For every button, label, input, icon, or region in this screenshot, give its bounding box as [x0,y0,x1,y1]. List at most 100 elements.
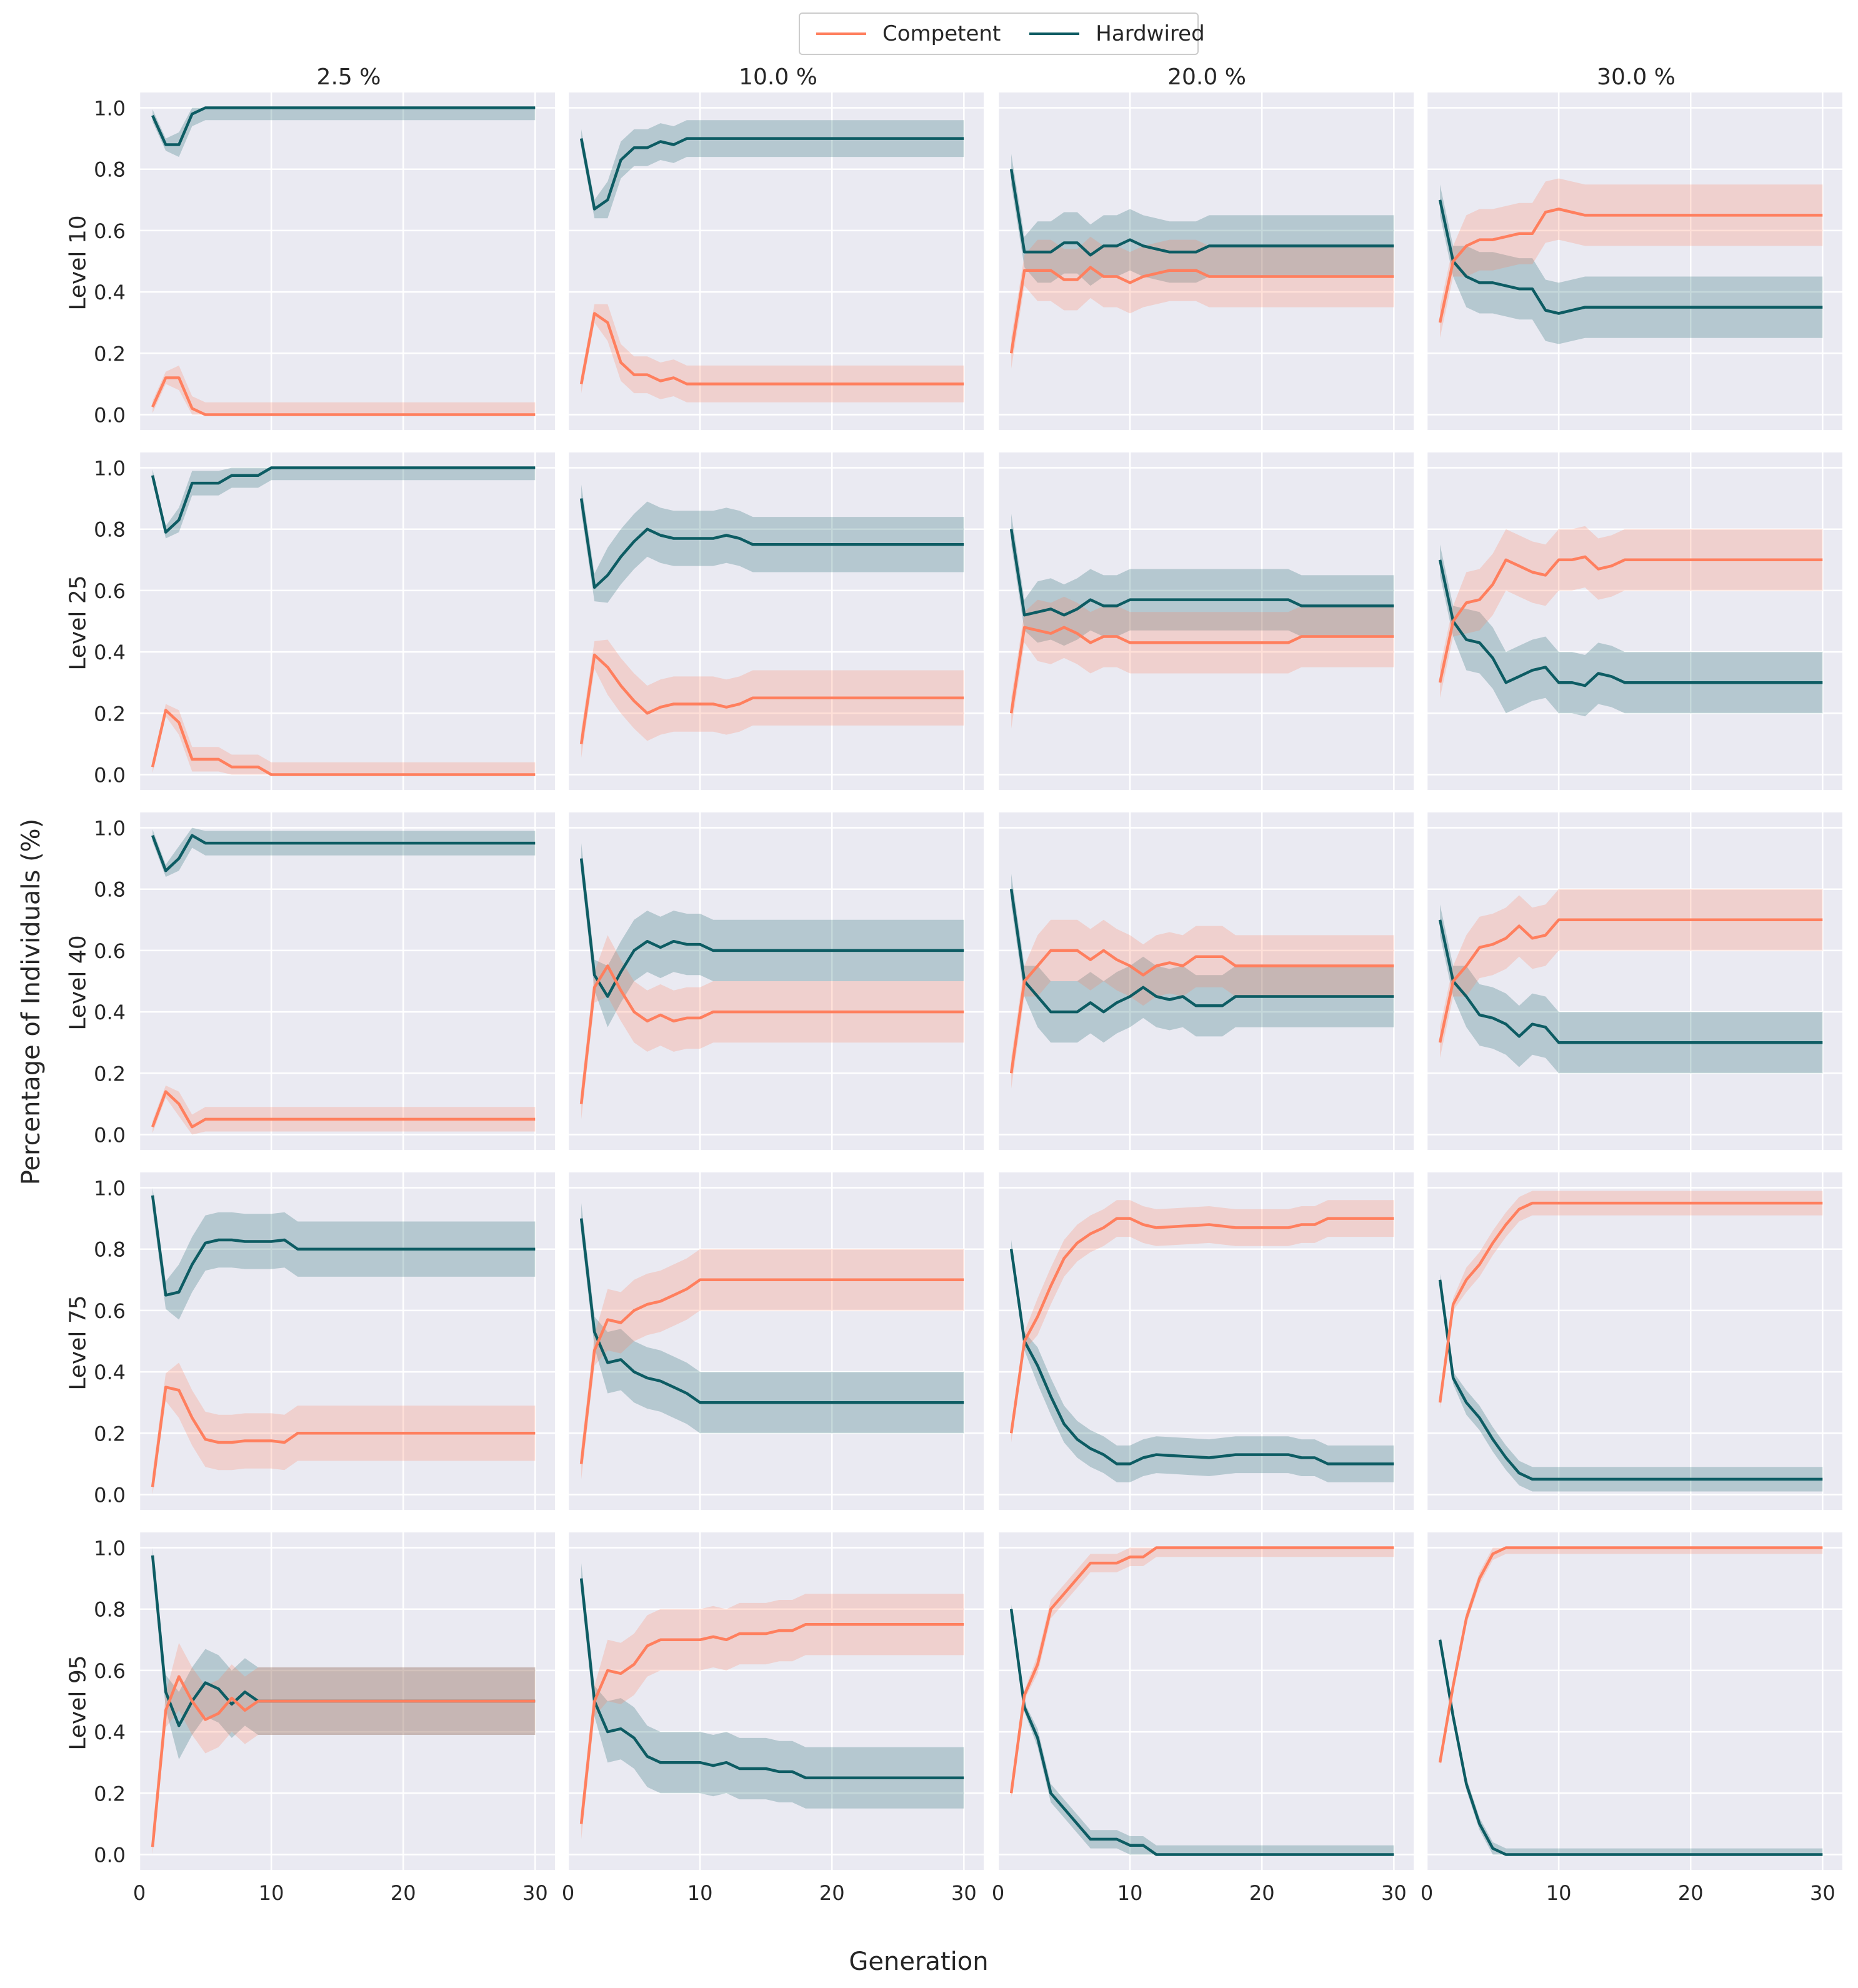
y-tick-label: 0.2 [94,702,126,726]
y-tick-label: 1.0 [94,457,126,481]
y-tick-label: 1.0 [94,97,126,121]
hardwired-line [1009,169,1394,257]
competent-line [151,709,536,776]
panel-background [998,812,1414,1150]
hardwired-band [152,827,536,877]
y-tick-label: 0.8 [94,878,126,902]
competent-band [152,365,536,415]
column-title-1: 2.5 % [316,64,381,90]
panel-background [1427,452,1842,790]
panel-background [139,452,555,790]
panel-background [998,1172,1414,1510]
panel-1-4 [1426,92,1842,430]
x-tick-label: 0 [133,1881,146,1905]
competent-line [1009,1546,1394,1794]
column-title-2: 10.0 % [739,64,817,90]
panel-background [1427,1532,1842,1870]
panel-3-4 [1426,812,1842,1150]
x-tick-label: 10 [259,1881,284,1905]
panel-background [568,452,984,790]
hardwired-band [1011,514,1394,646]
hardwired-line [1438,919,1823,1044]
legend-entry-hardwired: Hardwired [1029,21,1205,46]
legend-label-competent: Competent [882,21,1001,46]
legend-label-hardwired: Hardwired [1096,21,1205,46]
competent-band [1011,919,1394,1089]
hardwired-band [1440,184,1823,344]
competent-band [1440,178,1823,338]
panel-background [1427,812,1842,1150]
panel-background [998,92,1414,430]
hardwired-line [1009,1249,1394,1466]
y-tick-label: 0.6 [94,939,126,963]
panel-background [1427,92,1842,430]
competent-line [1009,626,1394,714]
competent-band [581,1249,964,1479]
competent-line [579,653,964,744]
row-label-5: Level 95 [65,1655,91,1751]
x-tick-label: 30 [1810,1881,1836,1905]
competent-band [1440,526,1823,698]
panel-2-2 [567,452,984,790]
y-tick-label: 0.6 [94,1299,126,1323]
competent-line [151,1090,536,1129]
panel-3-2 [567,812,984,1150]
y-tick-label: 0.0 [94,1843,126,1867]
competent-line [151,1675,536,1847]
hardwired-band [581,843,964,1027]
panel-4-2 [567,1172,984,1510]
y-tick-label: 0.2 [94,1062,126,1086]
chart-legend: Competent Hardwired [799,12,1205,55]
hardwired-line [1009,529,1394,617]
competent-band [152,704,536,775]
competent-band [581,1594,964,1839]
legend-swatch-hardwired [1029,32,1080,35]
hardwired-band [1440,1274,1823,1492]
x-tick-label: 20 [1249,1881,1275,1905]
y-tick-label: 0.8 [94,1598,126,1622]
hardwired-line [1009,889,1394,1014]
hardwired-line [1438,1639,1823,1856]
competent-band [1440,1191,1823,1409]
legend-swatch-competent [816,32,866,35]
y-tick-label: 0.0 [94,1123,126,1147]
x-tick-label: 20 [819,1881,845,1905]
y-tick-label: 0.6 [94,219,126,243]
y-tick-label: 0.8 [94,158,126,182]
panel-1-1: 0.0 0.2 0.4 0.6 0.8 1.0 [94,92,555,430]
x-axis-title: Generation [849,1947,989,1976]
panel-2-3 [997,452,1414,790]
y-tick-label: 1.0 [94,1537,126,1561]
panel-5-2: 0 10 20 30 [562,1532,984,1905]
competent-band [1011,596,1394,729]
hardwired-band [581,1203,964,1434]
competent-line [151,1386,536,1487]
panel-2-1: 0.0 0.2 0.4 0.6 0.8 1.0 [94,452,555,790]
competent-line [151,376,536,416]
hardwired-line [151,834,536,872]
competent-line [1438,918,1823,1043]
y-tick-label: 0.4 [94,1721,126,1744]
hardwired-band [1440,904,1823,1074]
panel-5-3: 0 10 20 30 [992,1532,1414,1905]
row-label-2: Level 25 [65,575,91,671]
panel-background [998,1532,1414,1870]
competent-line [579,964,964,1104]
legend-entry-competent: Competent [816,21,1001,46]
competent-band [1011,1200,1394,1442]
y-tick-label: 1.0 [94,1177,126,1201]
y-tick-label: 0.4 [94,281,126,304]
hardwired-band [152,107,536,157]
competent-band [1440,889,1823,1058]
panel-background [998,452,1414,790]
hardwired-line [1438,199,1823,315]
y-tick-label: 0.6 [94,1659,126,1683]
competent-line [1438,555,1823,683]
competent-line [579,1623,964,1824]
y-tick-label: 0.0 [94,763,126,787]
hardwired-line [1009,1609,1394,1856]
x-tick-label: 10 [687,1881,713,1905]
x-tick-label: 20 [1678,1881,1704,1905]
hardwired-line [151,466,536,534]
hardwired-line [1438,1279,1823,1481]
